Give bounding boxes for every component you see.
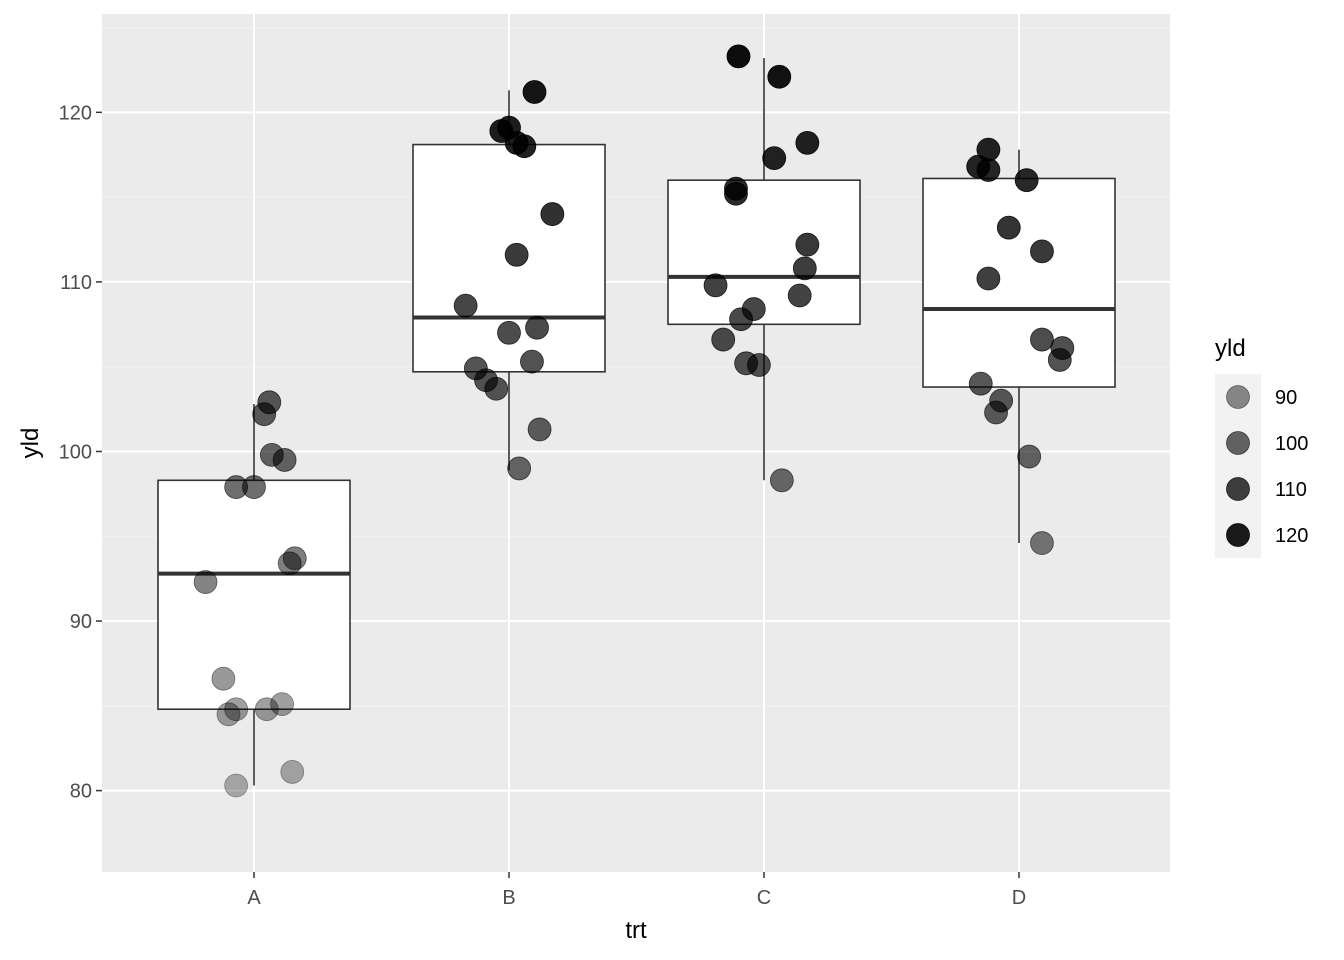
data-point bbox=[224, 697, 249, 722]
data-point bbox=[270, 692, 294, 717]
data-point bbox=[484, 376, 509, 401]
data-point bbox=[703, 273, 728, 298]
legend-key-point bbox=[1226, 523, 1250, 547]
data-point bbox=[792, 256, 817, 281]
data-point bbox=[242, 475, 266, 499]
legend: yld 90 100 110 120 bbox=[1215, 335, 1308, 558]
box-iqr bbox=[157, 479, 351, 711]
data-point bbox=[795, 130, 820, 155]
data-point bbox=[211, 666, 236, 691]
data-point bbox=[497, 320, 521, 345]
data-point bbox=[527, 417, 552, 442]
plot-panel bbox=[102, 14, 1170, 872]
data-point bbox=[724, 181, 748, 206]
box-iqr bbox=[667, 179, 861, 326]
x-axis: A B C D bbox=[247, 872, 1026, 909]
data-point bbox=[216, 702, 241, 727]
data-point bbox=[224, 773, 249, 798]
data-point bbox=[453, 293, 478, 318]
y-tick-label: 90 bbox=[70, 611, 92, 633]
legend-item: 110 bbox=[1226, 477, 1307, 501]
data-point bbox=[512, 134, 537, 159]
data-point bbox=[1030, 327, 1054, 352]
data-point bbox=[769, 468, 794, 493]
data-point bbox=[272, 448, 297, 472]
box-d bbox=[922, 149, 1116, 544]
legend-item: 90 bbox=[1226, 385, 1297, 409]
data-point bbox=[711, 327, 736, 352]
x-tick-label: A bbox=[247, 887, 261, 909]
data-point bbox=[747, 353, 771, 377]
data-point bbox=[976, 158, 1001, 182]
data-point bbox=[277, 551, 302, 576]
data-point bbox=[729, 307, 753, 332]
data-point bbox=[1047, 348, 1072, 372]
data-point bbox=[1030, 239, 1054, 264]
data-point bbox=[984, 400, 1008, 425]
data-point bbox=[522, 80, 547, 104]
data-point bbox=[1030, 531, 1054, 555]
legend-label: 110 bbox=[1275, 479, 1307, 501]
boxplot-boxes bbox=[157, 58, 1116, 786]
box-c bbox=[667, 58, 861, 481]
legend-key-point bbox=[1226, 477, 1250, 501]
data-point bbox=[280, 760, 305, 784]
x-tick-label: B bbox=[502, 887, 515, 909]
data-point bbox=[795, 232, 820, 257]
legend-label: 100 bbox=[1275, 433, 1308, 455]
legend-label: 90 bbox=[1275, 387, 1297, 409]
data-point bbox=[193, 570, 218, 594]
data-point bbox=[540, 202, 565, 226]
data-point bbox=[787, 283, 812, 308]
data-point bbox=[507, 456, 532, 481]
data-point bbox=[968, 371, 993, 396]
data-point bbox=[1014, 168, 1039, 193]
legend-key-point bbox=[1226, 431, 1250, 455]
legend-title: yld bbox=[1215, 335, 1246, 362]
data-point bbox=[996, 215, 1021, 240]
legend-items: 90 100 110 120 bbox=[1226, 385, 1308, 547]
x-axis-title: trt bbox=[625, 917, 647, 944]
legend-item: 120 bbox=[1226, 523, 1308, 547]
data-point bbox=[976, 266, 1001, 291]
y-tick-label: 120 bbox=[59, 102, 92, 124]
data-point bbox=[252, 402, 277, 427]
data-point bbox=[504, 242, 529, 267]
box-a bbox=[157, 404, 351, 786]
data-point bbox=[520, 349, 544, 374]
data-point bbox=[1017, 444, 1042, 469]
legend-label: 120 bbox=[1275, 525, 1308, 547]
box-iqr bbox=[922, 177, 1116, 388]
x-tick-label: C bbox=[757, 887, 771, 909]
y-axis-title: yld bbox=[17, 428, 44, 459]
y-tick-label: 110 bbox=[60, 272, 92, 294]
legend-item: 100 bbox=[1226, 431, 1308, 455]
y-tick-label: 80 bbox=[70, 781, 92, 803]
data-point bbox=[726, 44, 751, 69]
data-point bbox=[767, 64, 792, 89]
y-axis: 80 90 100 110 120 bbox=[59, 102, 102, 803]
legend-key-point bbox=[1226, 385, 1250, 409]
data-point bbox=[525, 315, 549, 340]
data-point bbox=[762, 146, 787, 171]
data-point bbox=[254, 697, 279, 722]
x-tick-label: D bbox=[1012, 887, 1026, 909]
jittered-points bbox=[193, 44, 1075, 798]
y-tick-label: 100 bbox=[59, 441, 92, 463]
